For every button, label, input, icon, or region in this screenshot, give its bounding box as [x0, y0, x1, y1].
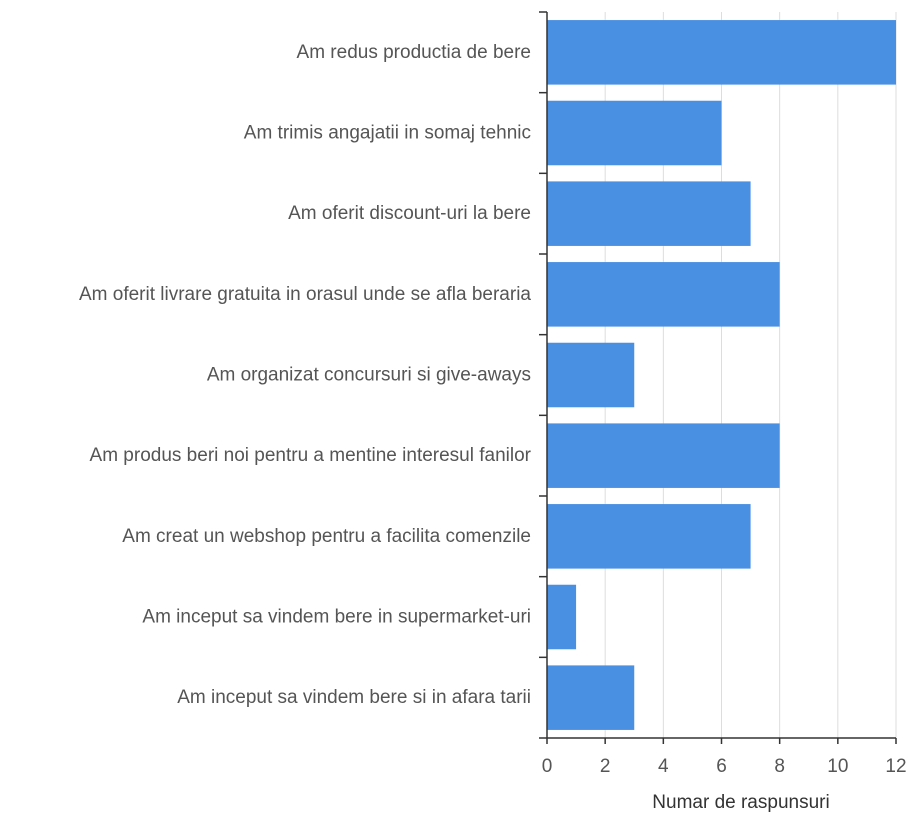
x-tick-label: 2 [600, 756, 611, 777]
x-tick-label: 10 [827, 756, 848, 777]
category-label: Am oferit discount-uri la bere [288, 203, 531, 224]
x-tick-label: 6 [716, 756, 727, 777]
category-label: Am redus productia de bere [297, 42, 531, 63]
bar [547, 100, 722, 166]
bar [547, 584, 577, 650]
x-axis-title: Numar de raspunsuri [652, 792, 829, 813]
category-label: Am inceput sa vindem bere si in afara ta… [177, 687, 531, 708]
category-label: Am inceput sa vindem bere in supermarket… [142, 607, 531, 628]
axes [539, 11, 897, 744]
bar [547, 423, 780, 488]
bar [547, 504, 751, 569]
x-tick-label: 12 [885, 756, 906, 777]
bars [547, 20, 896, 730]
x-tick-label: 8 [774, 756, 785, 777]
bar [547, 20, 896, 85]
bar [547, 262, 780, 327]
category-label: Am organizat concursuri si give-aways [207, 365, 531, 386]
category-label: Am produs beri noi pentru a mentine inte… [90, 445, 532, 466]
bar [547, 342, 635, 408]
x-tick-labels: 0 2 4 6 8 10 12 [542, 756, 907, 777]
bar [547, 665, 635, 730]
bar [547, 181, 751, 246]
x-tick-label: 0 [542, 756, 553, 777]
category-label: Am oferit livrare gratuita in orasul und… [79, 284, 531, 305]
x-tick-label: 4 [658, 756, 669, 777]
category-label: Am creat un webshop pentru a facilita co… [122, 526, 531, 547]
category-labels: Am redus productia de bere Am trimis anga… [79, 42, 532, 708]
category-label: Am trimis angajatii in somaj tehnic [244, 123, 531, 144]
